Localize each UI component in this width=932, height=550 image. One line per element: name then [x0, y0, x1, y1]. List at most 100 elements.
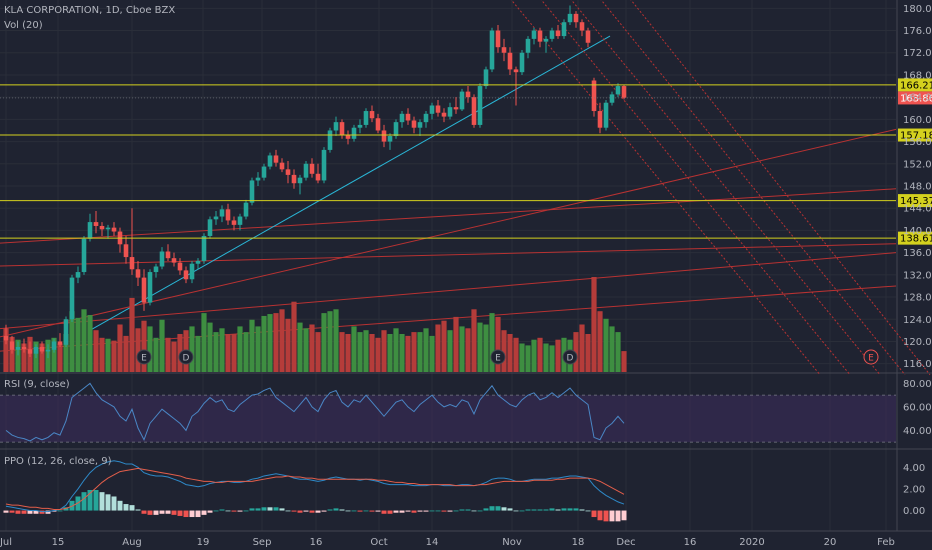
- candle-body: [363, 111, 369, 125]
- ppo-histogram-bar: [315, 510, 321, 513]
- level-label: 145.37: [900, 196, 932, 207]
- volume-bar: [297, 322, 303, 372]
- volume-bar: [609, 326, 615, 372]
- event-marker: [178, 349, 194, 365]
- ppo-histogram-bar: [15, 510, 21, 514]
- candle-body: [111, 227, 117, 232]
- ppo-histogram-bar: [507, 508, 513, 511]
- candle-body: [135, 269, 141, 278]
- volume-bar: [201, 313, 207, 372]
- ppo-histogram-bar: [345, 510, 351, 512]
- ppo-histogram-bar: [21, 510, 27, 514]
- price-tick-label: 144.00: [903, 204, 932, 215]
- ppo-histogram-bar: [195, 510, 201, 518]
- event-marker-label: E: [868, 354, 874, 364]
- volume-bar: [345, 334, 351, 372]
- price-tick-label: 160.00: [903, 115, 932, 126]
- ppo-histogram-bar: [117, 500, 123, 511]
- ppo-histogram-bar: [585, 510, 591, 512]
- rsi-band: [0, 395, 896, 443]
- candle-body: [51, 341, 57, 350]
- rsi-tick-label: 80.00: [903, 379, 932, 390]
- volume-bar: [405, 335, 411, 372]
- candle-body: [147, 272, 153, 303]
- candle-body: [33, 347, 39, 354]
- volume-bar: [369, 334, 375, 372]
- ppo-histogram-bar: [87, 490, 93, 511]
- volume-bar: [621, 351, 627, 372]
- volume-bar: [423, 328, 429, 372]
- ppo-histogram-bar: [513, 510, 519, 512]
- volume-bar: [519, 343, 525, 372]
- channel-line: [630, 0, 931, 376]
- ppo-pane: [3, 460, 627, 522]
- ppo-histogram-bar: [387, 510, 393, 514]
- volume-bar: [525, 345, 531, 372]
- volume-bar: [243, 332, 249, 372]
- candle-body: [261, 166, 267, 178]
- candle-body: [75, 272, 81, 278]
- price-tick-label: 120.00: [903, 337, 932, 348]
- volume-bar: [417, 332, 423, 372]
- candle-body: [411, 120, 417, 128]
- ppo-histogram-bar: [357, 510, 363, 512]
- ppo-histogram-bar: [177, 510, 183, 516]
- ppo-histogram-bar: [423, 510, 429, 512]
- volume-bar: [447, 330, 453, 372]
- candle-body: [267, 155, 273, 167]
- time-tick-label: 14: [426, 537, 439, 548]
- candle-body: [477, 86, 483, 125]
- candle-body: [165, 251, 171, 259]
- candle-body: [207, 219, 213, 236]
- price-tick-label: 152.00: [903, 159, 932, 170]
- volume-bar: [315, 332, 321, 372]
- ppo-histogram-bar: [9, 510, 15, 513]
- level-label-bg: [898, 128, 932, 142]
- candle-body: [279, 162, 285, 170]
- ppo-histogram-bar: [291, 510, 297, 512]
- price-tick-label: 128.00: [903, 293, 932, 304]
- ppo-histogram-bar: [129, 505, 135, 511]
- rsi-pane: [0, 382, 896, 443]
- candle-body: [447, 107, 453, 117]
- ppo-histogram-bar: [303, 510, 309, 512]
- candle-body: [105, 227, 111, 230]
- candle-body: [303, 163, 309, 178]
- volume-bar: [333, 309, 339, 372]
- candle-body: [435, 105, 441, 113]
- ppo-histogram-bar: [207, 510, 213, 513]
- level-label-bg: [898, 194, 932, 208]
- candle-body: [201, 235, 207, 261]
- candle-body: [159, 251, 165, 267]
- price-tick-label: 148.00: [903, 182, 932, 193]
- candle-body: [573, 13, 579, 23]
- volume-bar: [549, 345, 555, 372]
- volume-bar: [471, 309, 477, 372]
- candle-body: [393, 122, 399, 137]
- candles: [3, 5, 627, 359]
- time-tick-label: Sep: [253, 537, 272, 548]
- ppo-histogram-bar: [297, 510, 303, 513]
- candle-body: [15, 347, 21, 350]
- price-tick-label: 164.00: [903, 93, 932, 104]
- ppo-tick-label: 4.00: [903, 463, 925, 474]
- ppo-histogram-bar: [309, 510, 315, 513]
- candle-body: [39, 347, 45, 352]
- candle-body: [249, 180, 255, 203]
- volume-bar: [483, 324, 489, 372]
- volume-bar: [303, 328, 309, 372]
- ppo-histogram-bar: [267, 507, 273, 511]
- volume-bar: [213, 332, 219, 372]
- ppo-histogram-bar: [417, 510, 423, 512]
- volume-bar: [63, 334, 69, 372]
- volume-bar: [273, 313, 279, 372]
- volume-bar: [249, 319, 255, 372]
- ppo-histogram-bar: [393, 510, 399, 513]
- candle-body: [543, 38, 549, 42]
- ppo-histogram-bar: [231, 510, 237, 512]
- candle-body: [231, 220, 237, 225]
- ppo-histogram-bar: [537, 509, 543, 511]
- ppo-histogram-bar: [105, 494, 111, 511]
- volume-bar: [123, 335, 129, 372]
